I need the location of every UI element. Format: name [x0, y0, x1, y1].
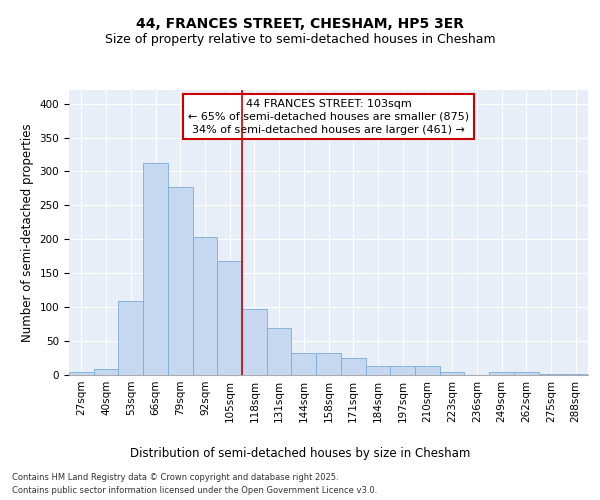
Bar: [341, 358, 365, 375]
Text: 44, FRANCES STREET, CHESHAM, HP5 3ER: 44, FRANCES STREET, CHESHAM, HP5 3ER: [136, 18, 464, 32]
Text: Contains public sector information licensed under the Open Government Licence v3: Contains public sector information licen…: [12, 486, 377, 495]
Bar: [539, 374, 563, 375]
Bar: [94, 369, 118, 375]
Bar: [193, 236, 217, 375]
Bar: [217, 261, 242, 375]
Text: Contains HM Land Registry data © Crown copyright and database right 2025.: Contains HM Land Registry data © Crown c…: [12, 472, 338, 482]
Text: Distribution of semi-detached houses by size in Chesham: Distribution of semi-detached houses by …: [130, 448, 470, 460]
Bar: [242, 309, 267, 375]
Bar: [69, 372, 94, 375]
Bar: [514, 372, 539, 375]
Bar: [118, 301, 143, 375]
Bar: [415, 366, 440, 375]
Bar: [489, 372, 514, 375]
Y-axis label: Number of semi-detached properties: Number of semi-detached properties: [21, 123, 34, 342]
Bar: [168, 187, 193, 375]
Text: 44 FRANCES STREET: 103sqm
← 65% of semi-detached houses are smaller (875)
34% of: 44 FRANCES STREET: 103sqm ← 65% of semi-…: [188, 98, 469, 135]
Bar: [440, 372, 464, 375]
Bar: [143, 164, 168, 375]
Bar: [316, 352, 341, 375]
Bar: [267, 328, 292, 375]
Bar: [365, 366, 390, 375]
Bar: [390, 366, 415, 375]
Bar: [292, 352, 316, 375]
Text: Size of property relative to semi-detached houses in Chesham: Size of property relative to semi-detach…: [104, 32, 496, 46]
Bar: [563, 374, 588, 375]
